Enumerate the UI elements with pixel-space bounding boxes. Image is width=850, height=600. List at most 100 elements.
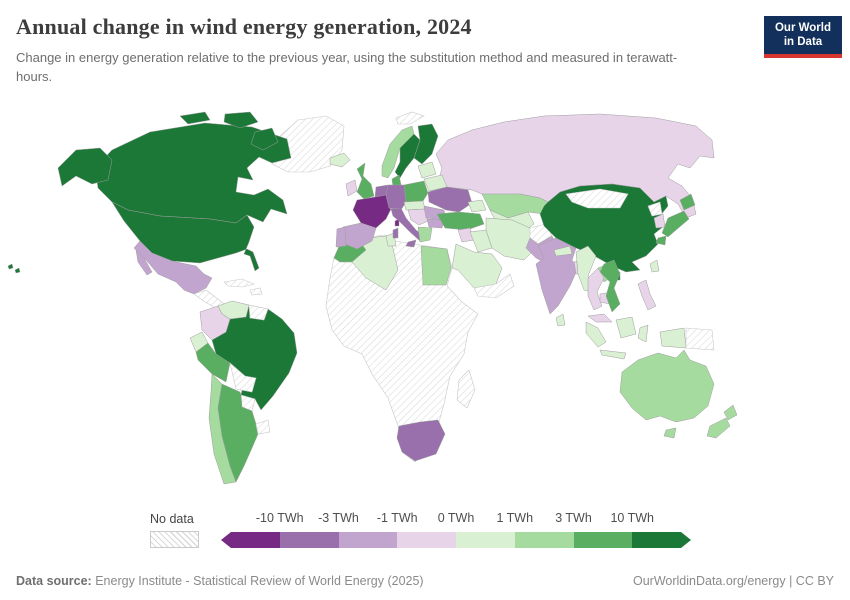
country-mexico[interactable] (133, 240, 213, 295)
country-saudi-arabia[interactable] (451, 243, 503, 289)
country-united-kingdom[interactable] (356, 162, 375, 200)
page-title: Annual change in wind energy generation,… (16, 14, 472, 39)
country-indonesia-java[interactable] (599, 349, 627, 360)
country-iran[interactable] (485, 217, 537, 261)
country-mexico-baja[interactable] (135, 249, 153, 276)
country-china[interactable] (539, 183, 669, 273)
owid-credit-link[interactable]: OurWorldinData.org/energy | CC BY (632, 574, 834, 588)
region-yemen-oman[interactable] (473, 273, 515, 299)
country-nepal[interactable] (553, 245, 573, 257)
country-canada-island[interactable] (250, 127, 279, 151)
owid-logo-line1: Our World (774, 22, 831, 34)
legend-bin-5[interactable] (515, 532, 574, 548)
country-australia[interactable] (619, 349, 715, 423)
country-colombia[interactable] (199, 305, 231, 341)
country-south-africa[interactable] (396, 419, 446, 462)
legend-bin-1[interactable] (280, 532, 339, 548)
country-bulgaria[interactable] (426, 218, 445, 229)
country-argentina[interactable] (217, 383, 259, 483)
region-baltics[interactable] (417, 161, 437, 179)
country-germany[interactable] (385, 184, 407, 211)
country-philippines[interactable] (637, 279, 657, 311)
chart-subtitle: Change in energy generation relative to … (16, 50, 678, 84)
legend-tick: 3 TWh (555, 511, 592, 525)
region-balkans[interactable] (407, 208, 429, 226)
country-sri-lanka[interactable] (555, 313, 566, 327)
country-indonesia-borneo[interactable] (615, 316, 637, 339)
country-thailand[interactable] (587, 267, 605, 311)
data-source-text: Energy Institute - Statistical Review of… (91, 574, 424, 588)
country-uruguay[interactable] (255, 419, 271, 435)
data-source-line: Data source: Energy Institute - Statisti… (16, 574, 424, 588)
legend-no-data-swatch[interactable] (150, 531, 199, 548)
region-austria-czechia[interactable] (403, 200, 426, 211)
country-usa-alaska[interactable] (57, 147, 113, 187)
country-malaysia[interactable] (587, 313, 613, 323)
legend-bin-3[interactable] (397, 532, 456, 548)
country-papua-new-guinea[interactable] (685, 327, 715, 351)
country-finland[interactable] (413, 123, 439, 165)
country-cuba[interactable] (223, 278, 255, 288)
country-poland[interactable] (403, 180, 429, 203)
country-turkey[interactable] (436, 211, 485, 231)
country-canada-island[interactable] (223, 111, 259, 129)
region-caucasus[interactable] (467, 199, 487, 213)
legend-tick: 1 TWh (496, 511, 534, 525)
country-new-zealand-south[interactable] (706, 417, 731, 439)
country-italy-sicily[interactable] (405, 239, 417, 248)
map-legend: No data -10 TWh -3 TWh -1 TWh 0 TWh 1 TW… (150, 511, 691, 548)
country-north-korea[interactable] (647, 201, 663, 217)
chart-footer: Data source: Energy Institute - Statisti… (0, 574, 850, 588)
country-peru[interactable] (195, 342, 231, 383)
country-bolivia[interactable] (229, 362, 257, 393)
legend-tick: -10 TWh (255, 511, 304, 525)
data-source-label: Data source: (16, 574, 92, 588)
country-greece[interactable] (417, 226, 433, 243)
owid-logo-line2: in Data (783, 36, 823, 49)
legend-bin-6[interactable] (574, 532, 633, 548)
country-portugal[interactable] (335, 226, 347, 248)
country-guyanas[interactable] (248, 304, 269, 321)
country-indonesia-sumatra[interactable] (585, 321, 607, 348)
country-indonesia-papua[interactable] (659, 327, 687, 349)
country-svalbard[interactable] (395, 111, 425, 125)
region-africa-no-data[interactable] (325, 234, 479, 463)
country-indonesia-sulawesi[interactable] (637, 324, 649, 343)
country-hispaniola[interactable] (249, 287, 263, 296)
country-france[interactable] (352, 194, 392, 229)
legend-tick: -1 TWh (376, 511, 418, 525)
country-ireland[interactable] (345, 179, 358, 197)
legend-tick: 0 TWh (437, 511, 475, 525)
country-japan-hokkaido[interactable] (679, 193, 696, 211)
country-italy-sardinia[interactable] (392, 227, 399, 239)
chart-header: Annual change in wind energy generation,… (16, 14, 750, 87)
country-japan-kyushu[interactable] (655, 235, 667, 246)
legend-tick: -3 TWh (318, 511, 359, 525)
legend-no-data[interactable]: No data (150, 512, 199, 548)
country-canada-island[interactable] (179, 111, 211, 125)
legend-tick-labels: -10 TWh -3 TWh -1 TWh 0 TWh 1 TWh 3 TWh … (221, 511, 691, 529)
legend-bin-2[interactable] (339, 532, 398, 548)
country-iceland[interactable] (329, 152, 351, 168)
legend-bin-0[interactable] (221, 532, 280, 548)
legend-bin-4[interactable] (456, 532, 515, 548)
legend-color-bar (221, 532, 691, 548)
country-sweden[interactable] (394, 133, 421, 179)
country-australia-tasmania[interactable] (663, 427, 677, 439)
country-new-zealand-north[interactable] (723, 404, 738, 421)
world-map (0, 106, 850, 506)
legend-bin-7[interactable] (632, 532, 691, 548)
country-vietnam[interactable] (599, 259, 621, 313)
legend-color-scale: -10 TWh -3 TWh -1 TWh 0 TWh 1 TWh 3 TWh … (221, 511, 691, 548)
country-madagascar[interactable] (456, 369, 476, 409)
country-egypt[interactable] (420, 245, 452, 286)
country-ukraine[interactable] (427, 186, 473, 213)
country-japan-honshu[interactable] (661, 210, 690, 238)
country-kazakhstan[interactable] (481, 193, 549, 219)
country-usa-hawaii[interactable] (7, 263, 21, 274)
owid-logo[interactable]: Our World in Data (764, 16, 842, 58)
country-taiwan[interactable] (649, 259, 660, 273)
legend-tick: 10 TWh (610, 511, 655, 525)
country-mongolia[interactable] (565, 188, 629, 209)
